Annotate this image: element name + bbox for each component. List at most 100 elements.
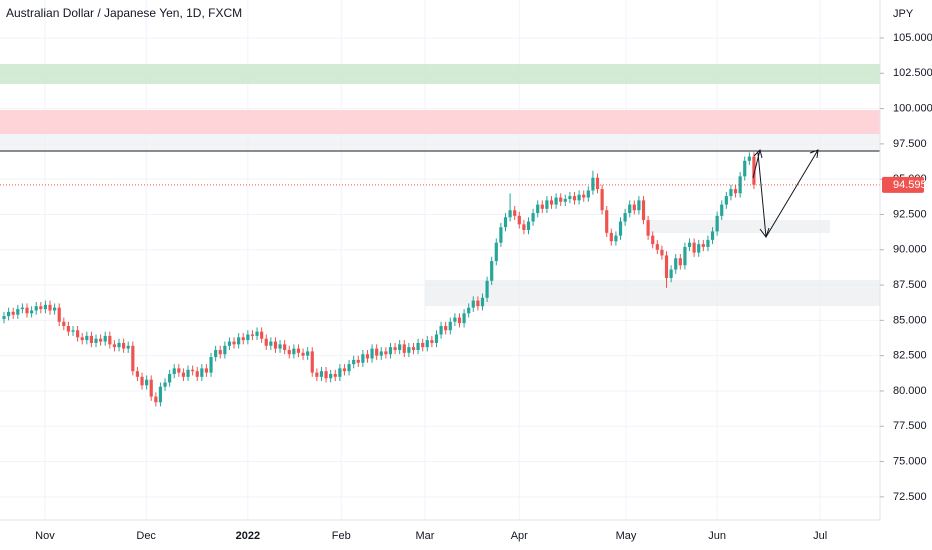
demand-zone <box>425 280 880 306</box>
candle-body <box>641 200 646 221</box>
candle-body <box>646 220 650 236</box>
candle-body <box>76 330 80 338</box>
candle-body <box>674 258 678 270</box>
candle-body <box>471 300 475 308</box>
chart-title: Australian Dollar / Japanese Yen, 1D, FX… <box>6 6 242 20</box>
candle-body <box>434 334 439 343</box>
candle-body <box>738 176 742 194</box>
candle-body <box>140 376 144 386</box>
x-tick-label: Apr <box>511 530 528 542</box>
candle-body <box>503 217 508 228</box>
candle-body <box>600 189 604 211</box>
candle-body <box>448 321 452 331</box>
candle-body <box>264 338 268 346</box>
candle-body <box>398 344 402 351</box>
projection-arrows <box>752 149 819 239</box>
candle-body <box>57 307 61 322</box>
candle-body <box>439 326 443 335</box>
candle-body <box>701 244 705 247</box>
y-tick-label: 92.500 <box>893 208 927 220</box>
candle-body <box>163 382 167 387</box>
last-price-box <box>882 176 924 193</box>
candle-body <box>614 235 618 242</box>
candle-body <box>296 348 301 353</box>
candle-body <box>517 215 521 225</box>
candle-body <box>39 306 43 310</box>
candle-body <box>227 341 232 346</box>
candle-body <box>444 326 448 331</box>
candle-body <box>388 347 393 355</box>
candle-body <box>591 177 595 191</box>
candle-body <box>80 337 84 341</box>
candles <box>0 152 880 407</box>
candle-body <box>480 297 485 307</box>
candle-body <box>416 342 420 351</box>
candle-body <box>747 156 751 161</box>
candle-body <box>692 242 696 253</box>
candle-body <box>292 348 296 355</box>
x-tick-label: 2022 <box>236 530 260 542</box>
candle-body <box>186 369 190 377</box>
candle-body <box>246 334 250 341</box>
candle-body <box>319 371 324 377</box>
candle-body <box>577 194 581 201</box>
candle-body <box>752 156 756 185</box>
candle-body <box>467 307 471 314</box>
candle-body <box>154 396 158 403</box>
candle-body <box>177 368 181 373</box>
candle-body <box>421 342 425 348</box>
candle-body <box>232 341 236 345</box>
candle-body <box>25 307 29 314</box>
candle-body <box>526 221 531 230</box>
candle-body <box>375 348 379 356</box>
candle-body <box>273 341 278 349</box>
candle-body <box>94 338 98 343</box>
candle-body <box>66 326 71 332</box>
candle-body <box>356 359 360 363</box>
candle-body <box>158 386 163 403</box>
x-tick-label: Feb <box>332 530 351 542</box>
candle-body <box>283 344 287 351</box>
candle-body <box>30 310 34 314</box>
candle-body <box>108 335 112 345</box>
supply-zone <box>0 110 880 134</box>
candle-body <box>214 350 218 358</box>
candle-body <box>43 304 48 310</box>
candle-body <box>609 232 613 242</box>
candle-body <box>195 371 199 377</box>
candle-body <box>402 344 406 353</box>
y-tick-label: 85.000 <box>893 314 927 326</box>
candle-body <box>545 200 549 209</box>
candle-body <box>338 368 342 377</box>
candle-body <box>655 244 659 250</box>
candle-body <box>2 316 6 319</box>
candle-body <box>393 347 397 351</box>
candle-body <box>430 340 434 343</box>
y-tick-label: 105.000 <box>893 32 932 44</box>
candle-body <box>352 359 356 365</box>
candle-body <box>618 221 623 236</box>
currency-label: JPY <box>893 8 914 20</box>
candle-body <box>508 210 512 218</box>
candle-body <box>306 351 310 356</box>
candle-body <box>342 368 347 372</box>
candle-body <box>586 190 590 198</box>
candle-body <box>16 309 20 315</box>
candle-body <box>112 344 117 348</box>
candle-body <box>720 204 724 216</box>
last-price-label: 94.595 <box>893 179 927 191</box>
y-tick-label: 75.000 <box>893 455 927 467</box>
candle-body <box>724 196 728 205</box>
candle-body <box>71 330 75 332</box>
y-tick-label: 102.500 <box>893 67 932 79</box>
support-zone <box>650 220 830 233</box>
candle-body <box>241 337 245 341</box>
candle-body <box>53 307 57 311</box>
candle-body <box>278 344 282 349</box>
candle-body <box>687 242 692 247</box>
candle-body <box>536 204 540 214</box>
candle-body <box>149 379 153 397</box>
candle-body <box>669 269 673 279</box>
candle-body <box>582 194 586 198</box>
candle-body <box>324 371 328 379</box>
